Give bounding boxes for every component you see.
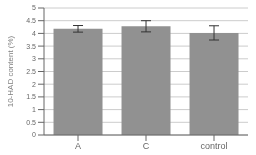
svg-text:control: control (200, 141, 227, 151)
svg-text:0: 0 (32, 131, 36, 138)
svg-text:3: 3 (32, 55, 36, 62)
svg-text:A: A (75, 141, 81, 151)
svg-text:C: C (143, 141, 150, 151)
svg-text:5: 5 (32, 4, 36, 11)
svg-text:10-HAD content (%): 10-HAD content (%) (8, 35, 15, 107)
svg-text:1.5: 1.5 (26, 93, 36, 100)
svg-text:2: 2 (32, 81, 36, 88)
svg-text:2.5: 2.5 (26, 68, 36, 75)
svg-text:4: 4 (32, 30, 36, 37)
svg-text:0.5: 0.5 (26, 119, 36, 126)
svg-text:3.5: 3.5 (26, 43, 36, 50)
svg-text:4.5: 4.5 (26, 17, 36, 24)
svg-text:1: 1 (32, 106, 36, 113)
